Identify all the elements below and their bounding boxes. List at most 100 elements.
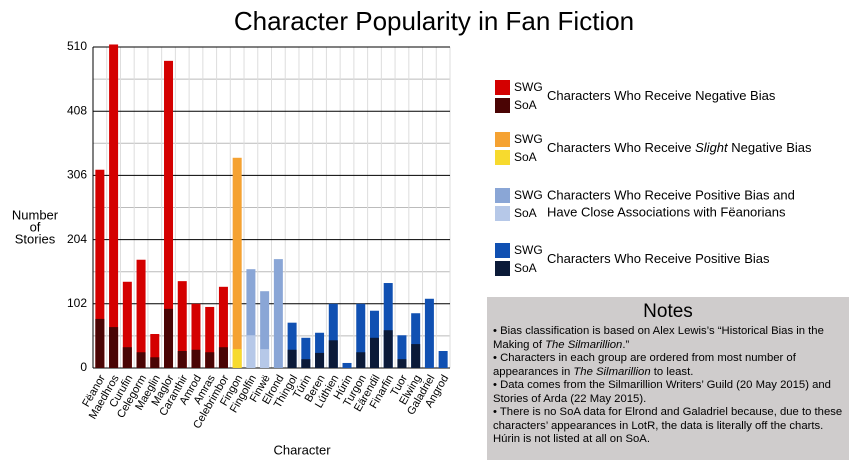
bar [356, 303, 366, 368]
bar [342, 362, 352, 368]
bar [177, 281, 187, 368]
legend-label: Characters Who Receive Positive Bias [547, 251, 770, 266]
bar [232, 157, 242, 368]
legend-series-name: SWG [514, 80, 543, 94]
bar [177, 351, 187, 368]
bar [218, 347, 228, 368]
bar [273, 259, 283, 368]
legend-swatch [495, 261, 510, 276]
legend-label: Characters Who Receive Positive Bias and [547, 188, 795, 203]
bar [218, 286, 228, 368]
bar [397, 359, 407, 368]
bar [260, 349, 270, 368]
legend-swatch [495, 188, 510, 203]
bar [246, 269, 256, 368]
legend-swatch [495, 80, 510, 95]
bar [369, 337, 379, 368]
bar [301, 337, 311, 368]
bar [95, 318, 105, 368]
bar [411, 313, 421, 368]
legend-series-name: SWG [514, 243, 543, 257]
bar [109, 327, 119, 368]
bar [315, 332, 325, 368]
bar [191, 349, 201, 368]
legend-label: Characters Who Receive Negative Bias [547, 88, 776, 103]
legend-series-name: SWG [514, 188, 543, 202]
legend-label: Characters Who Receive Slight Negative B… [547, 140, 812, 155]
legend-label-part: Negative Bias [728, 140, 812, 155]
legend-swatch [495, 243, 510, 258]
y-axis-label: Stories [15, 231, 56, 246]
note-text: .” [622, 338, 630, 351]
y-axis-label: Number [12, 207, 59, 222]
bar [122, 281, 132, 368]
y-tick-label: 204 [67, 232, 87, 246]
legend-label-part: Have Close Associations with Fëanorians [547, 205, 786, 220]
y-tick-label: 102 [67, 296, 87, 310]
y-tick-label: 0 [80, 360, 87, 374]
note-text: • Bias classification is based on Alex L… [493, 325, 824, 351]
note: • Characters in each group are ordered f… [493, 352, 843, 379]
bar [164, 60, 174, 369]
legend-swatch [495, 98, 510, 113]
bar [136, 352, 146, 368]
note: • There is no SoA data for Elrond and Ga… [493, 406, 843, 447]
y-tick-label: 510 [67, 39, 87, 53]
bar [356, 352, 366, 368]
legend-swatch [495, 132, 510, 147]
bar [328, 340, 338, 368]
bar [301, 359, 311, 368]
legend-series-name: SoA [514, 261, 537, 275]
legend-label-part: Characters Who Receive [547, 140, 695, 155]
bar [397, 335, 407, 368]
y-tick-label: 408 [67, 103, 87, 117]
bar [287, 349, 297, 368]
bar [383, 283, 393, 368]
note: • Bias classification is based on Alex L… [493, 325, 843, 352]
bar [109, 44, 119, 368]
bar [424, 298, 434, 368]
note-text: • Characters in each group are ordered f… [493, 352, 796, 378]
legend-label-part: Slight [695, 140, 729, 155]
note-text: The Silmarillion [545, 338, 623, 351]
bar [328, 303, 338, 368]
legend-series-name: SWG [514, 132, 543, 146]
legend-label: Have Close Associations with Fëanorians [547, 205, 786, 220]
legend-label-part: Characters Who Receive Negative Bias [547, 88, 776, 103]
bar [95, 169, 105, 368]
notes-title: Notes [643, 301, 693, 322]
x-axis-label: Character [273, 442, 331, 457]
notes: Notes • Bias classification is based on … [487, 297, 849, 460]
legend-swatch [495, 206, 510, 221]
bar [315, 352, 325, 368]
legend-label-part: Characters Who Receive Positive Bias [547, 251, 770, 266]
note-text: The Silmarillion [573, 365, 651, 378]
bar [287, 322, 297, 368]
bar [438, 351, 448, 368]
y-tick-label: 306 [67, 168, 87, 182]
bar [122, 347, 132, 368]
bar [150, 334, 160, 368]
bar [164, 308, 174, 368]
bar [150, 357, 160, 368]
y-axis-label: of [30, 219, 41, 234]
bar [136, 259, 146, 368]
bar [411, 344, 421, 368]
bar [205, 306, 215, 368]
bar [383, 330, 393, 368]
bar [246, 335, 256, 368]
bar [260, 291, 270, 368]
note: • Data comes from the Silmarillion Write… [493, 379, 843, 406]
bar [232, 349, 242, 368]
note-text: • There is no SoA data for Elrond and Ga… [493, 406, 843, 445]
legend-series-name: SoA [514, 150, 537, 164]
legend-series-name: SoA [514, 98, 537, 112]
bar [205, 352, 215, 368]
legend-series-name: SoA [514, 206, 537, 220]
note-text: to least. [650, 365, 694, 378]
note-text: • Data comes from the Silmarillion Write… [493, 379, 831, 405]
bar [191, 303, 201, 368]
chart-title: Character Popularity in Fan Fiction [234, 6, 634, 36]
